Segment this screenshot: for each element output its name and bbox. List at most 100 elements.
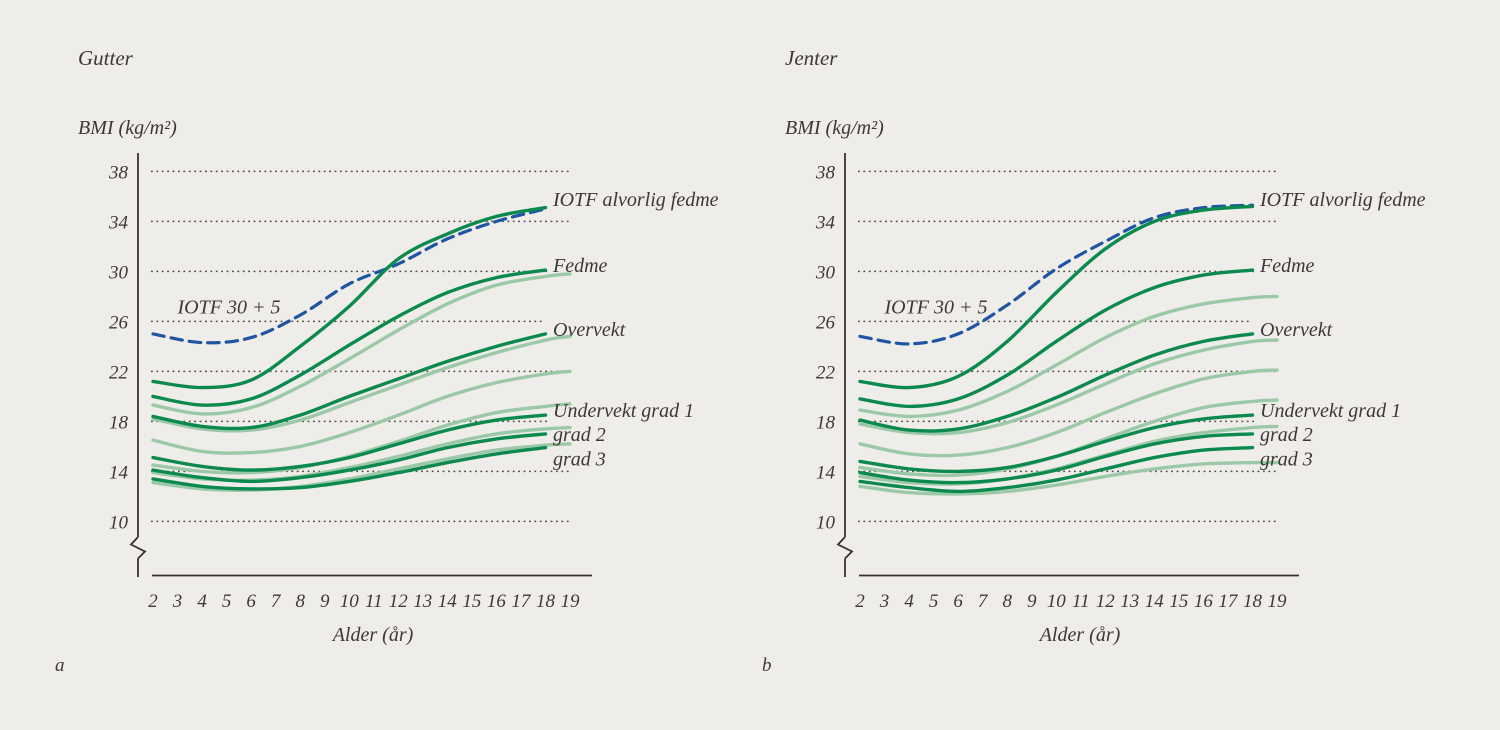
x-tick-label-7: 7: [978, 591, 989, 612]
curve-undervekt-grad-1-iso-kmi-18-5: [151, 413, 548, 472]
panel-letter-b: b: [762, 655, 772, 676]
curve-fedme-iso-kmi-30: [858, 268, 1255, 409]
curve-label-overvekt: Overvekt: [1260, 319, 1333, 341]
y-tick-label-30: 30: [815, 262, 836, 283]
curve-overvekt-iso-kmi-25: [858, 332, 1255, 433]
curve-label-iotf-alvorlig-fedme: IOTF alvorlig fedme: [1259, 189, 1426, 211]
x-tick-label-6: 6: [953, 591, 963, 612]
curve-label-grad-2: grad 2: [553, 424, 606, 446]
x-tick-label-7: 7: [271, 591, 282, 612]
x-tick-label-4: 4: [197, 591, 207, 612]
curve-undervekt-grad-1-iso-kmi-18-5: [858, 413, 1255, 474]
curve-referanse-f-lger-overvekt: [858, 338, 1279, 436]
curve-label-grad-3: grad 3: [1260, 448, 1313, 470]
curve-referanse-median: [858, 368, 1279, 458]
x-tick-label-5: 5: [222, 591, 232, 612]
curve-iotf-30-5: [858, 203, 1255, 346]
panel-title-jenter: Jenter: [785, 46, 838, 70]
x-tick-label-9: 9: [320, 591, 330, 612]
panel-title-gutter: Gutter: [78, 46, 133, 70]
x-tick-label-2: 2: [855, 591, 865, 612]
curve-label-grad-3: grad 3: [553, 448, 606, 470]
y-tick-label-10: 10: [816, 512, 836, 533]
x-tick-label-8: 8: [295, 591, 305, 612]
x-tick-label-19: 19: [561, 591, 581, 612]
x-axis-title-girls: Alder (år): [1039, 624, 1121, 646]
x-tick-label-19: 19: [1268, 591, 1288, 612]
x-tick-label-5: 5: [929, 591, 939, 612]
x-tick-label-8: 8: [1002, 591, 1012, 612]
curve-referanse-f-lger-overvekt: [151, 334, 572, 433]
curve-iotf-alvorlig-fedme-iso-kmi-35: [858, 204, 1255, 390]
curve-label-undervekt-grad-1: Undervekt grad 1: [553, 400, 694, 422]
curve-label-iotf-30-5: IOTF 30 + 5: [884, 296, 988, 318]
x-tick-label-15: 15: [1169, 591, 1188, 612]
y-tick-label-38: 38: [815, 162, 836, 183]
y-axis-break-icon: [129, 536, 147, 560]
x-tick-label-18: 18: [536, 591, 556, 612]
x-tick-label-12: 12: [389, 591, 409, 612]
curve-referanse-f-lger-undervekt-grad-1: [151, 402, 572, 475]
y-axis-title-boys: BMI (kg/m²): [78, 117, 177, 139]
x-tick-label-2: 2: [148, 591, 158, 612]
curve-undervekt-grad-3-iso-kmi-16: [858, 445, 1255, 494]
curve-fedme-iso-kmi-30: [151, 268, 548, 407]
x-tick-label-14: 14: [1145, 591, 1165, 612]
x-tick-label-14: 14: [438, 591, 458, 612]
curve-referanse-vre-f-lger-fedme: [151, 272, 572, 416]
y-axis-break-icon: [836, 536, 854, 560]
x-tick-label-9: 9: [1027, 591, 1037, 612]
curve-label-iotf-alvorlig-fedme: IOTF alvorlig fedme: [552, 189, 719, 211]
curve-iotf-30-5: [151, 207, 548, 345]
curve-referanse-median: [151, 369, 572, 455]
x-tick-label-3: 3: [879, 591, 890, 612]
curve-undervekt-grad-2-iso-kmi-17: [151, 432, 548, 484]
curve-referanse-nedre-f-lger-undervekt-grad-3: [151, 442, 572, 492]
curve-label-overvekt: Overvekt: [553, 319, 626, 341]
y-tick-label-34: 34: [108, 212, 129, 233]
panel-girls: 38 34 30 26 22 18 14 10 2 3 4 5 6 7 8 9 10 11 12 13 14 15 16 17…: [707, 0, 1500, 730]
curve-label-undervekt-grad-1: Undervekt grad 1: [1260, 400, 1401, 422]
y-axis-title-girls: BMI (kg/m²): [785, 117, 884, 139]
y-tick-label-26: 26: [109, 312, 129, 333]
y-tick-label-34: 34: [815, 212, 836, 233]
curve-label-fedme: Fedme: [1259, 255, 1315, 277]
y-tick-label-10: 10: [109, 512, 129, 533]
y-tick-label-26: 26: [816, 312, 836, 333]
panel-boys: 38 34 30 26 22 18 14 10 2 3 4 5 6 7 8 9 10 11 12 13 14 15 16 17…: [0, 0, 720, 730]
x-axis-title-boys: Alder (år): [332, 624, 414, 646]
curve-overvekt-iso-kmi-25: [151, 332, 548, 431]
x-tick-label-17: 17: [1218, 591, 1239, 612]
y-tick-label-22: 22: [109, 362, 129, 383]
y-tick-label-30: 30: [108, 262, 129, 283]
x-tick-label-10: 10: [1047, 591, 1067, 612]
curve-label-fedme: Fedme: [552, 255, 608, 277]
x-tick-label-11: 11: [1072, 591, 1090, 612]
x-tick-label-15: 15: [462, 591, 481, 612]
x-tick-label-13: 13: [413, 591, 432, 612]
x-tick-label-16: 16: [487, 591, 507, 612]
x-tick-label-13: 13: [1120, 591, 1139, 612]
x-tick-label-18: 18: [1243, 591, 1263, 612]
x-tick-label-10: 10: [340, 591, 360, 612]
y-tick-label-18: 18: [816, 412, 836, 433]
curve-referanse-nedre-f-lger-undervekt-grad-3: [858, 460, 1279, 496]
x-tick-label-11: 11: [365, 591, 383, 612]
curve-referanse-vre-f-lger-fedme: [858, 294, 1279, 419]
x-tick-label-4: 4: [904, 591, 914, 612]
curve-undervekt-grad-2-iso-kmi-17: [858, 432, 1255, 485]
x-tick-label-17: 17: [511, 591, 532, 612]
x-tick-label-12: 12: [1096, 591, 1116, 612]
curve-label-grad-2: grad 2: [1260, 424, 1313, 446]
y-tick-label-38: 38: [108, 162, 129, 183]
y-tick-label-18: 18: [109, 412, 129, 433]
y-tick-label-14: 14: [109, 462, 129, 483]
curve-label-iotf-30-5: IOTF 30 + 5: [177, 296, 281, 318]
x-tick-label-6: 6: [246, 591, 256, 612]
x-tick-label-16: 16: [1194, 591, 1214, 612]
x-tick-label-3: 3: [172, 591, 183, 612]
curve-undervekt-grad-3-iso-kmi-16: [151, 445, 548, 491]
panel-letter-a: a: [55, 655, 65, 676]
